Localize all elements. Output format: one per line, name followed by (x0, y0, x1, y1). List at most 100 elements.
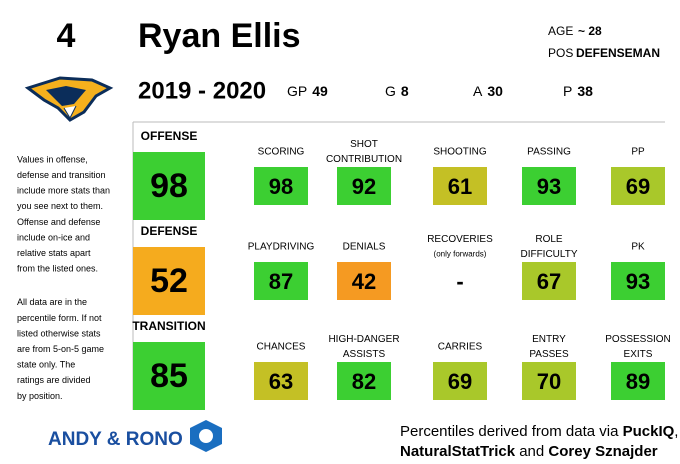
pos-label: POS (548, 46, 573, 60)
age: ~ 28 (578, 24, 602, 38)
footer-text: , (674, 423, 678, 440)
stat-label: PASSES (529, 349, 569, 360)
stat-label: DIFFICULTY (520, 249, 577, 260)
team-logo (24, 76, 114, 122)
stat-value: 87 (269, 269, 293, 294)
stat-value: 82 (352, 369, 376, 394)
note-line: include on-ice and (17, 232, 90, 242)
stat-label: A (473, 83, 483, 99)
note-line: defense and transition (17, 170, 106, 180)
stat-tile (433, 362, 487, 400)
section-label: DEFENSE (141, 224, 198, 238)
season-stat: P 38 (563, 83, 593, 99)
note-line: include more stats than (17, 186, 110, 196)
footer-text: Corey Sznajder (548, 443, 657, 460)
section-value: 52 (150, 262, 188, 300)
section-value: 98 (150, 167, 188, 205)
footer-text: PuckIQ (623, 423, 675, 440)
stat-label: ENTRY (532, 334, 566, 345)
stat-value: - (456, 269, 463, 294)
stat-value: 93 (537, 174, 561, 199)
stat-tile (433, 167, 487, 205)
stat-value: 98 (269, 174, 293, 199)
stat-tile (522, 262, 576, 300)
stat-label: ASSISTS (343, 349, 386, 360)
stat-label: DENIALS (343, 242, 386, 253)
note-line: by position. (17, 391, 63, 401)
stat-value: 70 (537, 369, 561, 394)
stat-label: P (563, 83, 572, 99)
note-line: are from 5-on-5 game (17, 344, 104, 354)
stat-tile (611, 262, 665, 300)
stat-tile (337, 167, 391, 205)
note-line: state only. The (17, 360, 75, 370)
stat-label: CHANCES (257, 342, 306, 353)
season-stat: GP 49 (287, 83, 328, 99)
stat-tile (611, 167, 665, 205)
section-tile (133, 247, 205, 315)
section-tile (133, 342, 205, 410)
stat-label: SHOOTING (433, 147, 487, 158)
stat-label: GP (287, 83, 307, 99)
stat-label: PLAYDRIVING (248, 242, 315, 253)
footer-line: NaturalStatTrick and Corey Sznajder (400, 443, 658, 460)
note-line: Offense and defense (17, 217, 100, 227)
brand: ANDY & RONO (48, 429, 183, 450)
note-line: Values in offense, (17, 154, 88, 164)
stat-label: CONTRIBUTION (326, 154, 402, 165)
stat-label: SCORING (258, 147, 305, 158)
section-value: 85 (150, 357, 188, 395)
stat-label: PASSING (527, 147, 571, 158)
stat-label: G (385, 83, 396, 99)
footer-text: Percentiles derived from data via (400, 423, 623, 440)
note-line: you see next to them. (17, 201, 103, 211)
stat-value: 42 (352, 269, 376, 294)
pos: DEFENSEMAN (576, 46, 660, 60)
stat-label: PP (631, 147, 645, 158)
stat-label: PK (631, 242, 645, 253)
stat-value: 63 (269, 369, 293, 394)
note-line: relative stats apart (17, 248, 91, 258)
stat-tile (254, 262, 308, 300)
note-line: percentile form. If not (17, 313, 102, 323)
stat-value: 92 (352, 174, 376, 199)
stat-value: 8 (401, 83, 409, 99)
stat-value: 69 (626, 174, 650, 199)
stat-label: HIGH-DANGER (328, 334, 399, 345)
stat-tile (522, 167, 576, 205)
stat-label: CARRIES (438, 342, 483, 353)
note-line: from the listed ones. (17, 264, 98, 274)
stat-value: 49 (312, 83, 328, 99)
stat-value: 30 (487, 83, 503, 99)
section-label: TRANSITION (132, 319, 205, 333)
stat-tile (611, 362, 665, 400)
stat-note: (only forwards) (434, 250, 487, 259)
note-line: All data are in the (17, 297, 87, 307)
stat-tile (254, 167, 308, 205)
player-number: 4 (57, 17, 76, 55)
stat-label: POSSESSION (605, 334, 671, 345)
stat-tile (522, 362, 576, 400)
footer-text: NaturalStatTrick (400, 443, 516, 460)
season: 2019 - 2020 (138, 77, 266, 104)
note-line: ratings are divided (17, 375, 91, 385)
brand-logo (190, 420, 222, 452)
stat-label: ROLE (535, 234, 563, 245)
season-stat: A 30 (473, 83, 503, 99)
stat-tile (337, 362, 391, 400)
stat-value: 89 (626, 369, 650, 394)
stat-value: 38 (577, 83, 593, 99)
age-label: AGE (548, 24, 573, 38)
footer-line: Percentiles derived from data via PuckIQ… (400, 423, 678, 440)
stat-value: 61 (448, 174, 472, 199)
stat-value: 69 (448, 369, 472, 394)
section-label: OFFENSE (141, 129, 198, 143)
stat-label: RECOVERIES (427, 234, 493, 245)
footer-text: and (515, 443, 548, 460)
section-tile (133, 152, 205, 220)
player-name: Ryan Ellis (138, 17, 301, 55)
stat-value: 93 (626, 269, 650, 294)
note-line: listed otherwise stats (17, 328, 101, 338)
